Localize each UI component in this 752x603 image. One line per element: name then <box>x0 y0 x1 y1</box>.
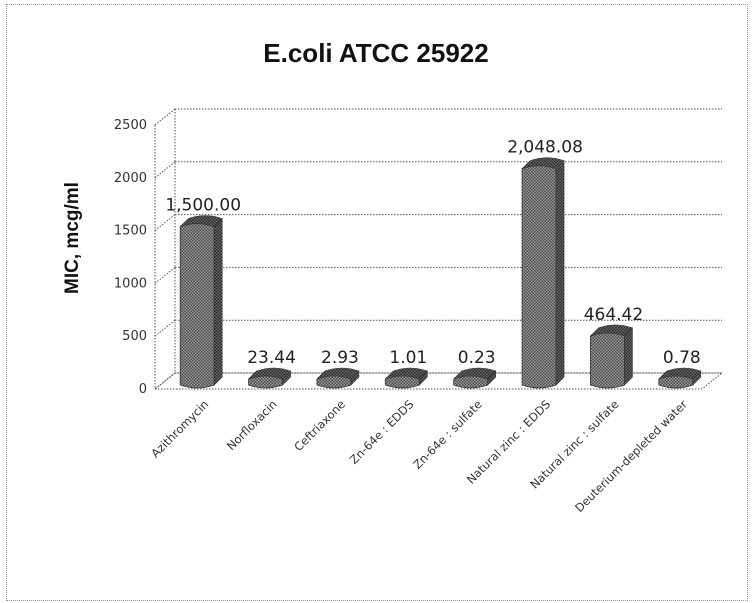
bar-top <box>590 324 633 337</box>
category-label: Norfloxacin <box>224 397 280 453</box>
data-label: 1.01 <box>389 348 427 368</box>
gridline-depth <box>154 161 176 179</box>
bar <box>521 157 565 389</box>
y-tick-label: 2000 <box>114 171 147 186</box>
bar-body <box>179 223 215 389</box>
bar-top <box>658 367 702 380</box>
category-labels: Azithromycin Norfloxacin CeftriaxoneZn-64e… <box>148 397 690 515</box>
chart-frame <box>6 4 748 601</box>
bar-side <box>624 327 633 386</box>
bar-body <box>453 375 489 389</box>
y-axis-label: MIC, mcg/ml <box>62 182 83 294</box>
bar-body <box>658 375 694 389</box>
gridline-depth <box>154 214 176 231</box>
bar-top <box>179 215 223 227</box>
category-label: Ceftriaxone <box>291 397 348 454</box>
chart-title: E.coli ATCC 25922 <box>263 38 488 68</box>
grid <box>153 108 724 390</box>
data-label: 2.93 <box>321 348 359 368</box>
y-tick-label: 0 <box>139 382 147 397</box>
category-label: Zn-64e : EDDS <box>347 397 417 467</box>
y-tick-label: 1500 <box>114 224 147 239</box>
bar-body <box>521 165 557 389</box>
bar-body <box>248 375 283 389</box>
gridline-depth <box>154 319 176 337</box>
bar <box>248 367 292 389</box>
bar <box>658 367 702 389</box>
data-label: 2,048.08 <box>507 138 583 158</box>
floor <box>153 372 724 390</box>
bar-side <box>213 217 223 386</box>
gridline-depth <box>154 108 176 126</box>
bar-side <box>555 159 565 386</box>
data-labels: 1,500.00 23.44 2.93 1.01 0.23 2,048.08 464.42 0… <box>165 138 700 368</box>
bars <box>179 157 702 389</box>
data-label: 0.23 <box>458 348 496 368</box>
data-label: 0.78 <box>663 348 701 368</box>
category-label: Deuterium-depleted water <box>572 397 690 515</box>
bar-top <box>248 367 292 380</box>
category-label: Azithromycin <box>148 397 211 460</box>
bar-body <box>316 375 352 389</box>
gridline-depth <box>154 267 176 284</box>
bar <box>179 215 223 389</box>
data-label: 1,500.00 <box>165 196 241 216</box>
bar-top <box>521 157 565 170</box>
bar-body <box>590 332 625 389</box>
bar <box>453 367 497 389</box>
y-tick-label: 500 <box>122 329 147 344</box>
bar <box>316 367 360 389</box>
data-label: 464.42 <box>584 305 643 325</box>
bar-top <box>385 367 428 380</box>
bar <box>384 367 428 389</box>
bar-body <box>384 375 420 389</box>
y-tick-label: 1000 <box>114 276 147 291</box>
bar-top <box>316 367 360 380</box>
bar-top <box>453 367 497 380</box>
y-tick-label: 2500 <box>114 118 147 133</box>
category-label: Zn-64e : sulfate <box>410 397 485 472</box>
bar <box>590 324 633 389</box>
data-label: 23.44 <box>247 348 296 368</box>
y-ticks: 0 500 1000 1500 2000 2500 <box>114 118 147 397</box>
